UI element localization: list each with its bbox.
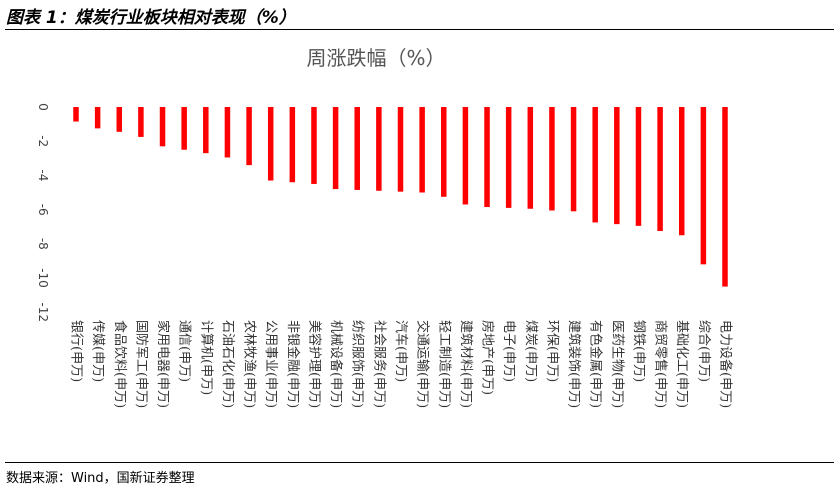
category-label: 计算机(申万): [198, 320, 213, 395]
category-label: 建筑装饰(申万): [566, 320, 582, 408]
bar: [246, 107, 252, 166]
figure-title: 图表 1：煤炭行业板块相对表现（%）: [6, 8, 296, 28]
category-label: 汽车(申万): [393, 320, 409, 382]
bar: [678, 107, 685, 236]
category-label: 煤炭(申万): [523, 320, 538, 382]
bar: [138, 107, 144, 137]
category-label: 基础化工(申万): [674, 320, 689, 408]
bar: [289, 107, 296, 183]
bar: [527, 107, 534, 209]
bar: [203, 107, 209, 154]
bar: [484, 107, 490, 208]
bar: [94, 107, 101, 129]
category-label: 交通运输(申万): [415, 320, 431, 408]
category-label: 非银金融(申万): [285, 320, 301, 408]
category-label: 房地产(申万): [480, 320, 496, 395]
bar: [159, 107, 166, 147]
bar: [332, 107, 339, 190]
bar: [224, 107, 231, 158]
category-label: 传媒(申万): [90, 320, 105, 382]
y-tick-label: -8: [36, 238, 50, 250]
bar: [505, 107, 512, 208]
category-label: 农林牧渔(申万): [242, 320, 257, 408]
chart-title: 周涨跌幅（%）: [306, 46, 445, 70]
category-label: 社会服务(申万): [371, 320, 387, 408]
y-tick-label: 0: [36, 103, 50, 111]
category-label: 电子(申万): [501, 320, 516, 382]
category-label: 家用电器(申万): [155, 320, 171, 408]
y-tick-label: -12: [36, 302, 50, 322]
bar: [441, 107, 447, 197]
category-label: 医药生物(申万): [609, 320, 624, 408]
category-label: 环保(申万): [544, 320, 559, 382]
category-label: 美容护理(申万): [306, 320, 322, 408]
category-label: 机械设备(申万): [328, 320, 344, 408]
y-axis: 0 -2 -4 -6 -8 -10 -12: [36, 103, 50, 322]
bar: [700, 107, 707, 265]
bar: [397, 107, 404, 192]
bar: [592, 107, 598, 223]
category-label: 电力设备(申万): [718, 320, 734, 408]
category-label: 公用事业(申万): [263, 320, 278, 408]
top-rule: [5, 29, 834, 30]
category-label: 钢铁(申万): [631, 320, 646, 382]
bar: [549, 107, 555, 211]
bar: [267, 107, 274, 181]
category-label: 国防军工(申万): [133, 320, 149, 408]
bar: [73, 107, 79, 122]
bar-chart: 周涨跌幅（%） 0 -2 -4 -6 -8 -10 -12 银行(申万) 传媒(申万) 食品饮料…: [36, 46, 734, 408]
category-label: 纺织服饰(申万): [350, 320, 365, 408]
y-tick-label: -10: [36, 268, 50, 288]
category-label: 综合(申万): [696, 320, 711, 382]
bar: [635, 107, 642, 226]
y-tick-label: -4: [36, 169, 50, 181]
bar: [311, 107, 317, 184]
bar: [722, 107, 728, 287]
bar-series: [73, 107, 728, 287]
bottom-rule: [5, 462, 834, 463]
bar: [419, 107, 425, 193]
bar: [376, 107, 382, 191]
y-tick-label: -2: [36, 135, 50, 147]
bar: [614, 107, 620, 225]
category-label: 石油石化(申万): [220, 320, 235, 408]
bar: [116, 107, 123, 132]
category-label: 通信(申万): [177, 320, 192, 382]
category-label: 建筑材料(申万): [458, 320, 474, 408]
category-label: 有色金属(申万): [588, 320, 604, 408]
bar: [462, 107, 469, 205]
category-labels: 银行(申万) 传媒(申万) 食品饮料(申万) 国防军工(申万) 家用电器(申万) 通信(申…: [69, 320, 734, 408]
category-label: 轻工制造(申万): [436, 320, 451, 408]
bar: [570, 107, 577, 212]
category-label: 商贸零售(申万): [653, 320, 669, 408]
category-label: 银行(申万): [69, 320, 84, 382]
bar: [657, 107, 663, 231]
bar: [354, 107, 360, 190]
y-tick-label: -6: [36, 204, 50, 216]
category-label: 食品饮料(申万): [112, 320, 128, 408]
bar: [181, 107, 187, 150]
source-note: 数据来源：Wind，国新证券整理: [6, 471, 195, 486]
